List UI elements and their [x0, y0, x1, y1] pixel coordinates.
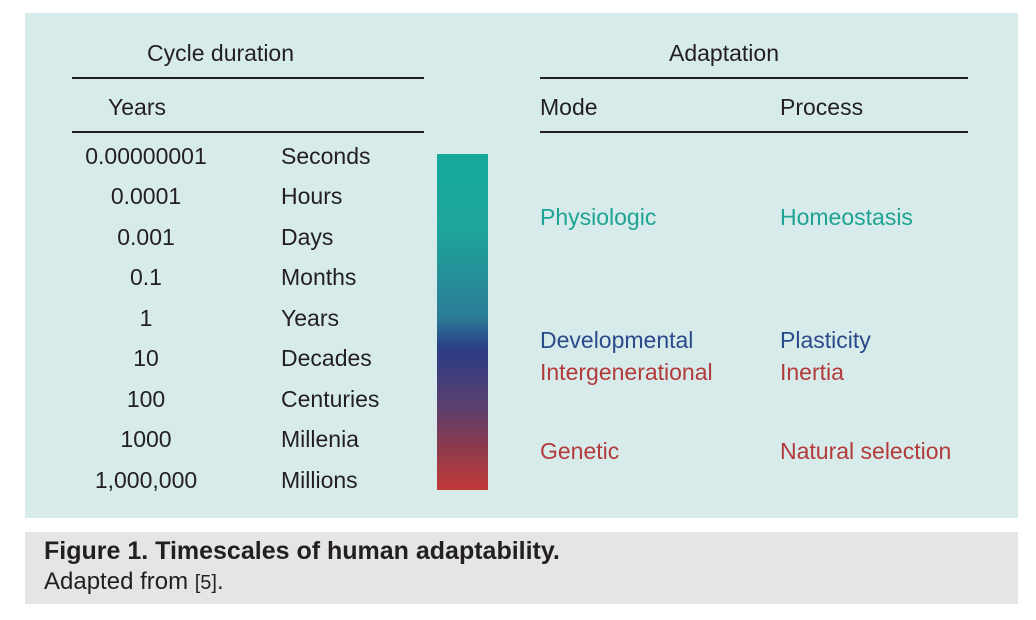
years-value: 100	[126, 386, 166, 412]
header-rule-right	[540, 131, 968, 133]
process-plasticity: Plasticity	[780, 327, 871, 353]
years-value: 1000	[120, 426, 172, 452]
unit-label: Millenia	[281, 426, 359, 452]
mode-genetic: Genetic	[540, 438, 620, 464]
mode-physiologic: Physiologic	[540, 204, 657, 230]
mode-developmental: Developmental	[540, 327, 694, 353]
caption-text: Adapted from	[44, 568, 195, 595]
unit-label: Centuries	[281, 386, 380, 412]
timescale-gradient-bar	[437, 154, 488, 490]
figure-caption-title: Figure 1. Timescales of human adaptabili…	[44, 537, 560, 565]
process-column-header: Process	[780, 94, 864, 120]
cycle-duration-header: Cycle duration	[147, 40, 295, 66]
years-value: 0.1	[130, 264, 162, 290]
adaptation-header: Adaptation	[669, 40, 779, 66]
mode-intergenerational: Intergenerational	[540, 359, 713, 385]
unit-label: Decades	[281, 345, 372, 371]
years-value: 1	[139, 305, 153, 331]
caption-bar	[25, 532, 1018, 604]
header-rule-left	[72, 131, 424, 133]
figure-caption-text: Adapted from [5].	[44, 570, 224, 594]
figure-panel	[25, 13, 1018, 518]
years-value: 0.0001	[110, 183, 182, 209]
caption-period: .	[217, 568, 224, 595]
years-value: 10	[133, 345, 159, 371]
caption-reference: [5]	[194, 572, 217, 594]
mode-column-header: Mode	[540, 94, 598, 120]
years-value: 1,000,000	[94, 467, 198, 493]
unit-label: Hours	[281, 183, 343, 209]
unit-label: Months	[281, 264, 357, 290]
process-inertia: Inertia	[780, 359, 844, 385]
years-value: 0.001	[117, 224, 175, 250]
unit-label: Years	[281, 305, 339, 331]
years-value: 0.00000001	[85, 143, 207, 169]
cycle-duration-rule	[72, 77, 424, 79]
unit-label: Seconds	[281, 143, 371, 169]
unit-label: Days	[281, 224, 334, 250]
adaptation-rule	[540, 77, 968, 79]
unit-label: Millions	[281, 467, 358, 493]
years-column-header: Years	[108, 94, 166, 120]
process-natural-selection: Natural selection	[780, 438, 952, 464]
process-homeostasis: Homeostasis	[780, 204, 913, 230]
